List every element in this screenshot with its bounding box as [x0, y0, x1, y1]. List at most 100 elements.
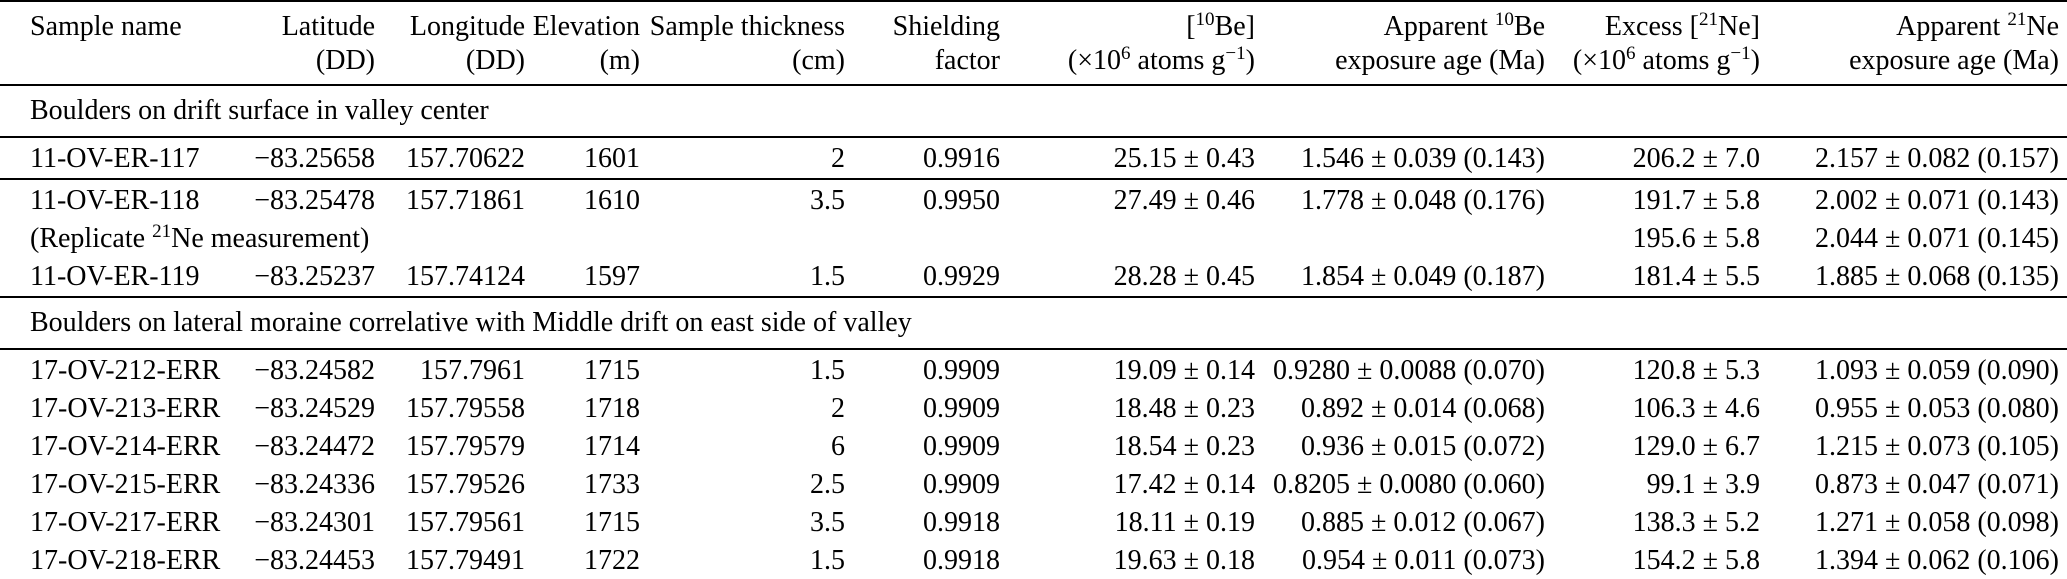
header-ne21-age: Apparent 21Ne exposure age (Ma) [1760, 1, 2067, 85]
be10-age-cell: 0.9280 ± 0.0088 (0.070) [1272, 355, 1545, 386]
ne21-excess-cell: 138.3 ± 5.2 [1632, 507, 1760, 538]
elevation-cell: 1714 [584, 431, 640, 462]
ne21-excess-cell: 99.1 ± 3.9 [1646, 469, 1760, 500]
table-header: Sample name Latitude (DD) Longitude (DD)… [0, 1, 2067, 85]
longitude-cell: 157.79561 [406, 507, 525, 538]
ne21-age-cell: 1.885 ± 0.068 (0.135) [1814, 261, 2059, 292]
header-line2: (DD) [315, 45, 375, 76]
ne21-excess-cell: 181.4 ± 5.5 [1632, 261, 1760, 292]
longitude-cell: 157.70622 [406, 143, 525, 174]
header-sample-thickness: Sample thickness (cm) [640, 1, 845, 85]
ne21-age-cell: 1.394 ± 0.062 (0.106) [1814, 545, 2059, 576]
sample-thickness-cell: 1.5 [810, 355, 845, 386]
header-ne21-excess: Excess [21Ne] (×106 atoms g−1) [1545, 1, 1760, 85]
ne21-excess-cell: 106.3 ± 4.6 [1632, 393, 1760, 424]
longitude-cell [375, 220, 525, 258]
header-line1: Apparent 21Ne [1896, 8, 2059, 42]
header-latitude: Latitude (DD) [240, 1, 375, 85]
longitude-cell: 157.74124 [406, 261, 525, 292]
ne21-age-cell: 2.157 ± 0.082 (0.157) [1814, 143, 2059, 174]
header-longitude: Longitude (DD) [375, 1, 525, 85]
sample-name-cell: 17-OV-214-ERR [30, 431, 221, 462]
sample-thickness-cell: 2 [831, 393, 845, 424]
header-line2: factor [934, 45, 1000, 76]
elevation-cell: 1715 [584, 355, 640, 386]
be10-age-cell [1255, 220, 1545, 258]
elevation-cell: 1610 [584, 185, 640, 216]
elevation-cell: 1718 [584, 393, 640, 424]
table-body: Boulders on drift surface in valley cent… [0, 85, 2067, 579]
elevation-cell: 1733 [584, 469, 640, 500]
shielding-factor-cell: 0.9909 [923, 431, 1000, 462]
sample-name-cell: (Replicate 21Ne measurement) [30, 220, 370, 254]
longitude-cell: 157.79526 [406, 469, 525, 500]
header-line2: (×106 atoms g−1) [1572, 42, 1760, 76]
latitude-cell: −83.24336 [254, 469, 375, 500]
sample-thickness-cell: 1.5 [810, 261, 845, 292]
longitude-cell: 157.7961 [420, 355, 525, 386]
longitude-cell: 157.79579 [406, 431, 525, 462]
shielding-factor-cell: 0.9918 [923, 507, 1000, 538]
header-line2: (×106 atoms g−1) [1067, 42, 1255, 76]
sample-thickness-cell: 2 [831, 143, 845, 174]
ne21-age-cell: 0.873 ± 0.047 (0.071) [1814, 469, 2059, 500]
header-line1: Latitude [281, 11, 375, 42]
ne21-excess-cell: 195.6 ± 5.8 [1632, 223, 1760, 254]
shielding-factor-cell: 0.9929 [923, 261, 1000, 292]
ne21-excess-cell: 120.8 ± 5.3 [1632, 355, 1760, 386]
ne21-age-cell: 0.955 ± 0.053 (0.080) [1814, 393, 2059, 424]
sample-thickness-cell [640, 220, 845, 258]
table-row: 17-OV-213-ERR −83.24529 157.79558 1718 2… [0, 390, 2067, 428]
header-line2: exposure age (Ma) [1849, 45, 2059, 76]
header-be10-concentration: [10Be] (×106 atoms g−1) [1000, 1, 1255, 85]
header-line1: Excess [21Ne] [1604, 8, 1760, 42]
shielding-factor-cell: 0.9909 [923, 469, 1000, 500]
be10-age-cell: 0.892 ± 0.014 (0.068) [1300, 393, 1545, 424]
sample-name-cell: 17-OV-215-ERR [30, 469, 221, 500]
latitude-cell: −83.25478 [254, 185, 375, 216]
table-row: 11-OV-ER-117 −83.25658 157.70622 1601 2 … [0, 137, 2067, 179]
sample-name-cell: 11-OV-ER-118 [30, 185, 200, 216]
header-line1: Apparent 10Be [1383, 8, 1545, 42]
header-line1: Shielding [892, 11, 1000, 42]
ne21-excess-cell: 129.0 ± 6.7 [1632, 431, 1760, 462]
header-line1: [10Be] [1186, 8, 1255, 42]
sample-name-cell: 11-OV-ER-117 [30, 143, 200, 174]
section-title-row: Boulders on lateral moraine correlative … [0, 297, 2067, 349]
sample-thickness-cell: 3.5 [810, 185, 845, 216]
shielding-factor-cell: 0.9909 [923, 393, 1000, 424]
latitude-cell: −83.24301 [254, 507, 375, 538]
elevation-cell: 1597 [584, 261, 640, 292]
header-line1: Sample name [30, 11, 182, 42]
header-elevation: Elevation (m) [525, 1, 640, 85]
header-line1: Sample thickness [649, 11, 845, 42]
elevation-cell: 1715 [584, 507, 640, 538]
latitude-cell: −83.24472 [254, 431, 375, 462]
shielding-factor-cell [845, 220, 1000, 258]
header-line2: (DD) [465, 45, 525, 76]
be10-age-cell: 0.936 ± 0.015 (0.072) [1300, 431, 1545, 462]
table-row: 17-OV-217-ERR −83.24301 157.79561 1715 3… [0, 504, 2067, 542]
table-row: 17-OV-214-ERR −83.24472 157.79579 1714 6… [0, 428, 2067, 466]
elevation-cell: 1722 [584, 545, 640, 576]
sample-thickness-cell: 2.5 [810, 469, 845, 500]
header-line1: Longitude [409, 11, 525, 42]
be10-concentration-cell: 28.28 ± 0.45 [1113, 261, 1255, 292]
section-title-row: Boulders on drift surface in valley cent… [0, 85, 2067, 137]
elevation-cell: 1601 [584, 143, 640, 174]
latitude-cell: −83.25237 [254, 261, 375, 292]
section-title: Boulders on lateral moraine correlative … [30, 307, 912, 338]
shielding-factor-cell: 0.9918 [923, 545, 1000, 576]
header-line2: exposure age (Ma) [1335, 45, 1545, 76]
be10-concentration-cell: 18.54 ± 0.23 [1113, 431, 1255, 462]
longitude-cell: 157.79558 [406, 393, 525, 424]
be10-concentration-cell: 25.15 ± 0.43 [1113, 143, 1255, 174]
latitude-cell: −83.24529 [254, 393, 375, 424]
header-row: Sample name Latitude (DD) Longitude (DD)… [0, 1, 2067, 85]
ne21-excess-cell: 206.2 ± 7.0 [1632, 143, 1760, 174]
header-line2: (cm) [792, 45, 845, 76]
sample-thickness-cell: 1.5 [810, 545, 845, 576]
be10-concentration-cell: 27.49 ± 0.46 [1113, 185, 1255, 216]
latitude-cell: −83.25658 [254, 143, 375, 174]
